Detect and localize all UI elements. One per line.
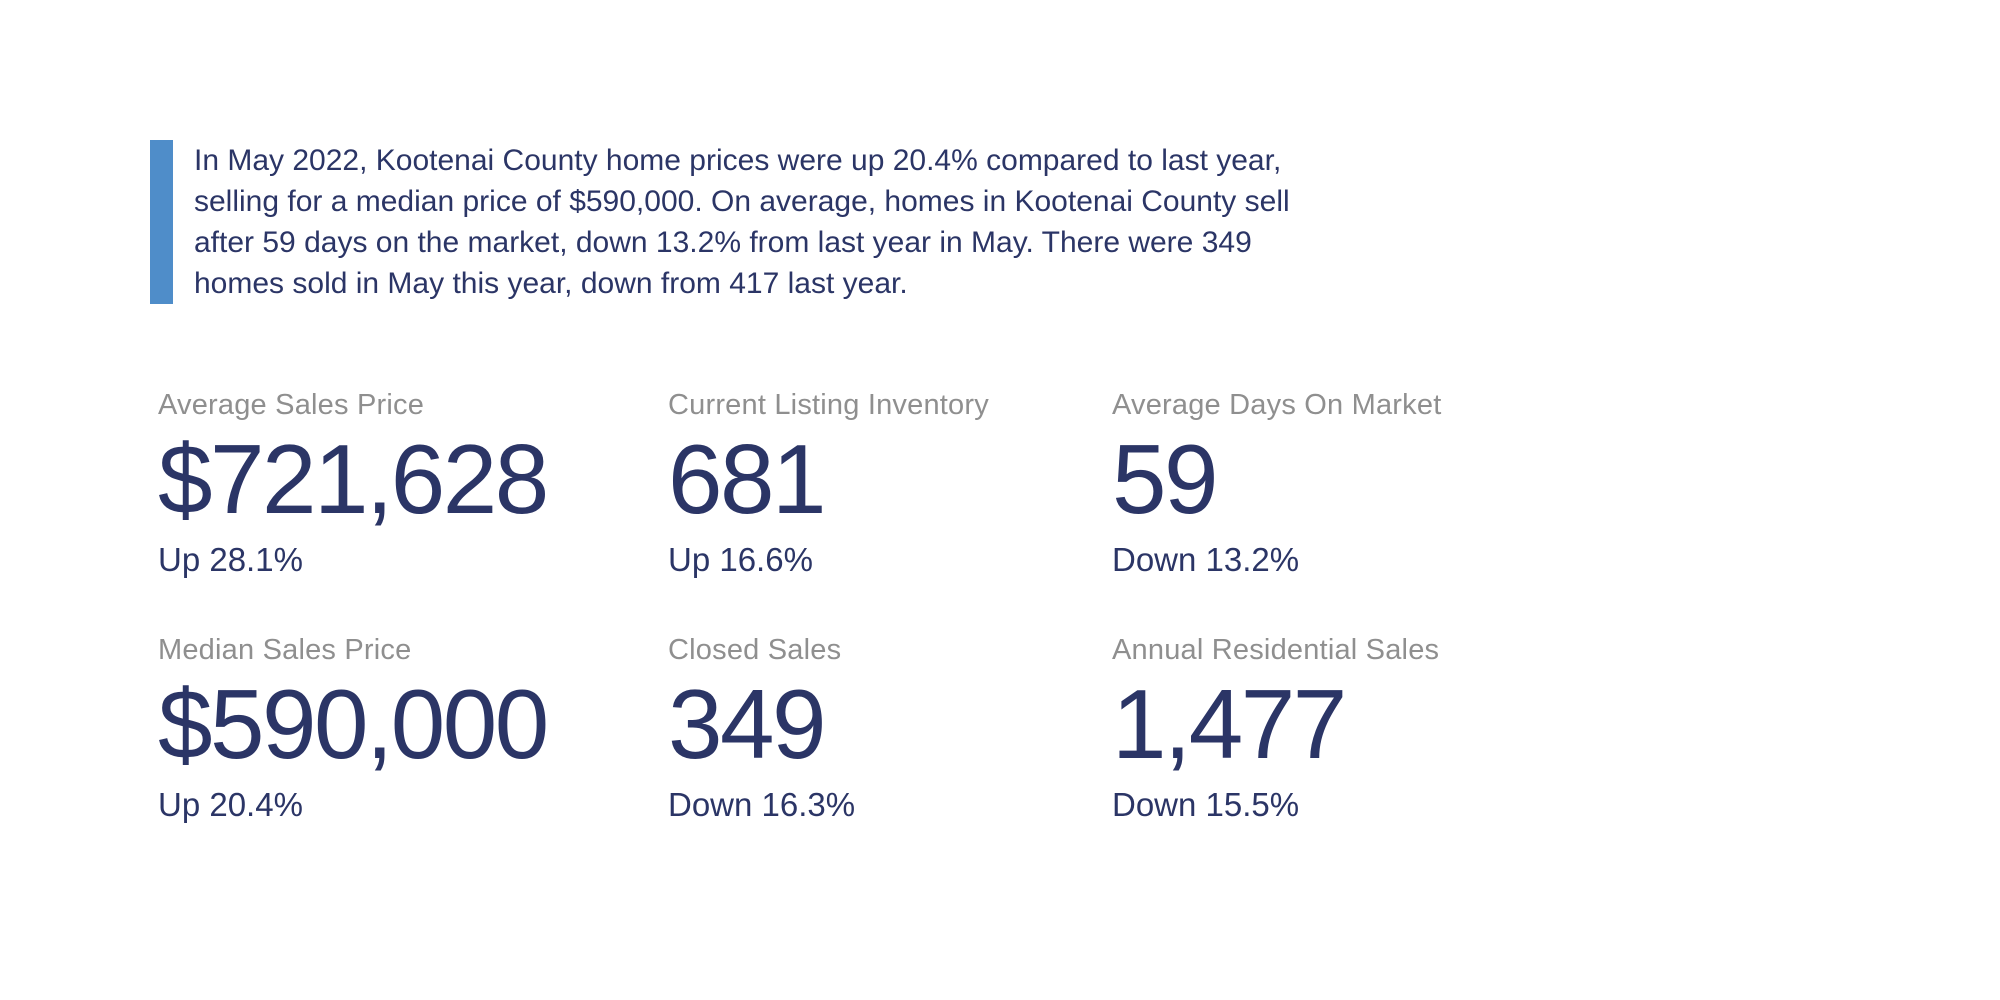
stat-change: Up 16.6% bbox=[668, 541, 813, 578]
stat-label: Average Days On Market bbox=[1112, 389, 1442, 421]
stat-change: Down 13.2% bbox=[1112, 541, 1300, 578]
stat-value: $590,000 bbox=[158, 669, 549, 779]
stat-card-median-sales-price: Median Sales Price $590,000 Up 20.4% bbox=[158, 633, 668, 825]
stats-grid: Average Sales Price $721,628 Up 28.1% Cu… bbox=[158, 388, 1592, 825]
stat-value: 59 bbox=[1112, 424, 1219, 534]
stat-label: Current Listing Inventory bbox=[668, 389, 989, 421]
stat-label: Average Sales Price bbox=[158, 389, 425, 421]
summary-line: homes sold in May this year, down from 4… bbox=[194, 267, 908, 300]
stat-change: Up 20.4% bbox=[158, 786, 303, 823]
stat-change: Up 28.1% bbox=[158, 541, 303, 578]
market-summary-quote: In May 2022, Kootenai County home prices… bbox=[150, 140, 1290, 304]
stat-label: Median Sales Price bbox=[158, 634, 412, 666]
stat-value: $721,628 bbox=[158, 424, 549, 534]
stat-card-annual-residential-sales: Annual Residential Sales 1,477 Down 15.5… bbox=[1112, 633, 1592, 825]
stat-value: 349 bbox=[668, 669, 827, 779]
stat-label: Closed Sales bbox=[668, 634, 842, 666]
summary-line: selling for a median price of $590,000. … bbox=[194, 185, 1290, 218]
stat-value: 681 bbox=[668, 424, 827, 534]
stat-change: Down 15.5% bbox=[1112, 786, 1300, 823]
stat-label: Annual Residential Sales bbox=[1112, 634, 1440, 666]
accent-bar bbox=[150, 140, 173, 304]
summary-line: after 59 days on the market, down 13.2% … bbox=[194, 226, 1252, 259]
stat-card-current-listing-inventory: Current Listing Inventory 681 Up 16.6% bbox=[668, 388, 1112, 580]
market-summary-text: In May 2022, Kootenai County home prices… bbox=[194, 140, 1290, 304]
stat-value: 1,477 bbox=[1112, 669, 1347, 779]
summary-line: In May 2022, Kootenai County home prices… bbox=[194, 144, 1282, 177]
stat-change: Down 16.3% bbox=[668, 786, 856, 823]
stat-card-closed-sales: Closed Sales 349 Down 16.3% bbox=[668, 633, 1112, 825]
stat-card-average-days-on-market: Average Days On Market 59 Down 13.2% bbox=[1112, 388, 1592, 580]
stat-card-average-sales-price: Average Sales Price $721,628 Up 28.1% bbox=[158, 388, 668, 580]
